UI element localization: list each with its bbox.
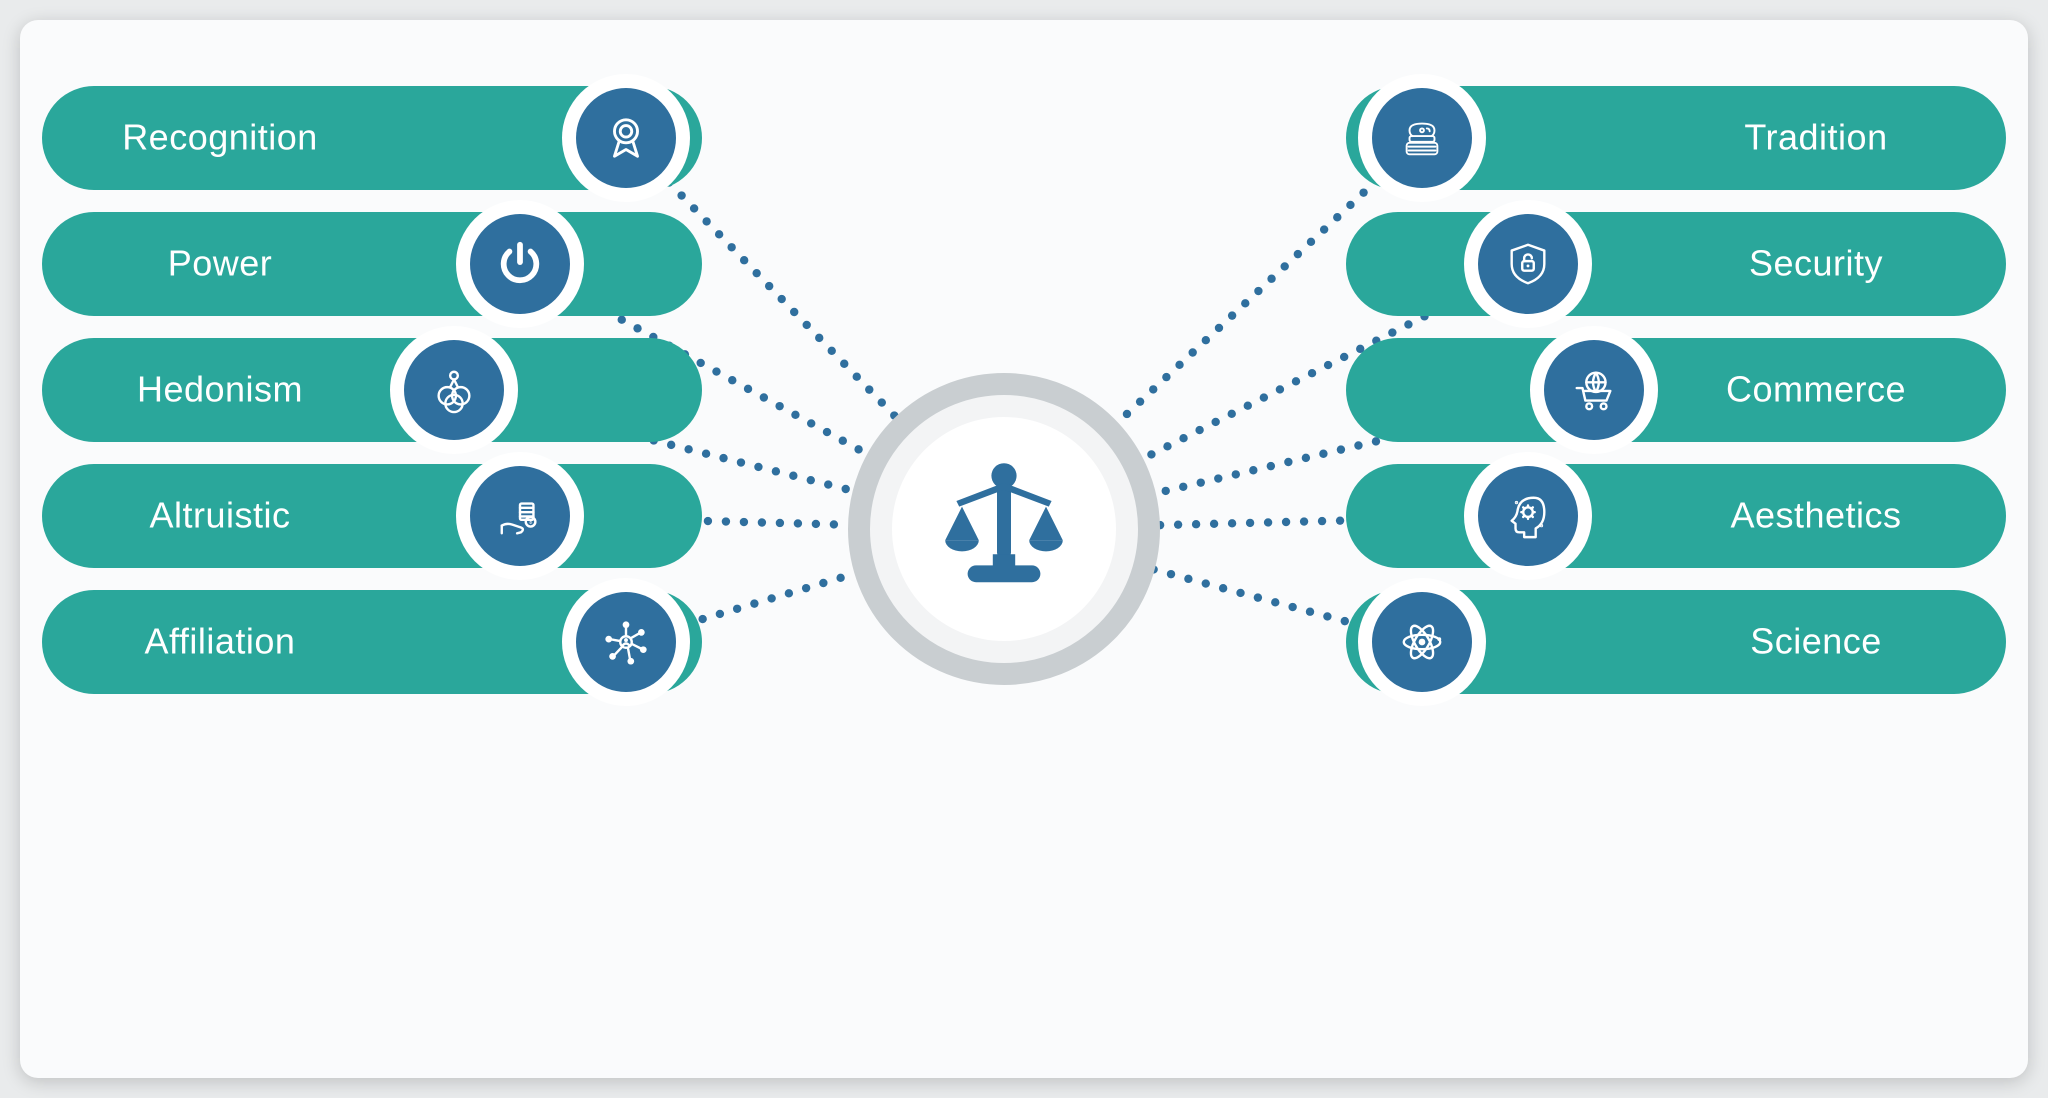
value-label: Recognition bbox=[122, 117, 318, 158]
value-altruistic: Altruistic bbox=[42, 452, 702, 580]
value-recognition: Recognition bbox=[42, 74, 702, 202]
value-label: Affiliation bbox=[145, 621, 296, 662]
value-label: Hedonism bbox=[137, 369, 303, 410]
value-label: Security bbox=[1749, 243, 1883, 284]
connector bbox=[1149, 565, 1366, 630]
connector bbox=[681, 574, 845, 629]
value-power: Power bbox=[42, 200, 702, 328]
value-label: Tradition bbox=[1744, 117, 1887, 158]
value-hedonism: Hedonism bbox=[42, 326, 702, 454]
infographic-card: $ bbox=[20, 20, 2028, 1078]
value-label: Altruistic bbox=[149, 495, 290, 536]
tradition-icon-bg bbox=[1372, 88, 1472, 188]
value-affiliation: Affiliation bbox=[42, 578, 702, 706]
value-label: Science bbox=[1750, 621, 1882, 662]
hub bbox=[859, 384, 1149, 674]
value-commerce: Commerce bbox=[1346, 326, 2006, 454]
value-label: Power bbox=[168, 243, 273, 284]
value-label: Commerce bbox=[1726, 369, 1906, 410]
stage-svg: $ bbox=[20, 20, 2028, 1078]
value-tradition: Tradition bbox=[1346, 74, 2006, 202]
connector bbox=[1123, 176, 1381, 418]
value-security: Security bbox=[1346, 200, 2006, 328]
value-science: Science bbox=[1346, 578, 2006, 706]
shield-icon-bg bbox=[1478, 214, 1578, 314]
value-label: Aesthetics bbox=[1730, 495, 1901, 536]
value-aesthetics: Aesthetics bbox=[1346, 452, 2006, 580]
